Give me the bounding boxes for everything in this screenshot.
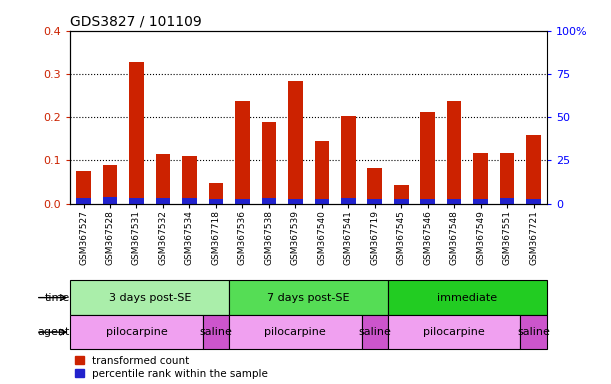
Text: agent: agent [37,327,70,337]
Bar [315,141,329,204]
Bar [394,185,409,204]
Bar [76,171,91,204]
Text: pilocarpine: pilocarpine [265,327,326,337]
Text: 7 days post-SE: 7 days post-SE [267,293,350,303]
Bar [521,315,547,349]
Bar [262,198,276,204]
Bar [500,153,514,204]
Bar [103,165,117,204]
Bar [182,156,197,204]
Bar [447,101,461,204]
Bar [388,280,547,315]
Bar [474,199,488,204]
Bar [262,122,276,204]
Bar [235,101,250,204]
Bar [341,116,356,204]
Text: time: time [45,293,70,303]
Legend: transformed count, percentile rank within the sample: transformed count, percentile rank withi… [76,356,268,379]
Text: GDS3827 / 101109: GDS3827 / 101109 [70,14,202,28]
Bar [394,199,409,204]
Bar [367,168,382,204]
Bar [388,315,521,349]
Text: saline: saline [199,327,232,337]
Bar [229,315,362,349]
Bar [315,199,329,204]
Text: 3 days post-SE: 3 days post-SE [109,293,191,303]
Bar [420,199,435,204]
Bar [208,183,223,204]
Bar [447,199,461,204]
Bar [129,62,144,204]
Bar [362,315,388,349]
Text: pilocarpine: pilocarpine [423,327,485,337]
Bar [70,280,229,315]
Bar [156,198,170,204]
Text: immediate: immediate [437,293,497,303]
Bar [420,111,435,204]
Bar [235,199,250,204]
Bar [288,199,302,204]
Bar [182,198,197,204]
Bar [526,199,541,204]
Text: pilocarpine: pilocarpine [106,327,167,337]
Bar [208,199,223,204]
Text: saline: saline [517,327,550,337]
Bar [229,280,388,315]
Bar [341,198,356,204]
Bar [70,315,203,349]
Bar [129,198,144,204]
Bar [474,152,488,204]
Bar [203,315,229,349]
Bar [156,154,170,204]
Bar [288,81,302,204]
Bar [367,199,382,204]
Bar [526,135,541,204]
Text: saline: saline [358,327,391,337]
Bar [76,198,91,204]
Bar [500,198,514,204]
Bar [103,197,117,204]
